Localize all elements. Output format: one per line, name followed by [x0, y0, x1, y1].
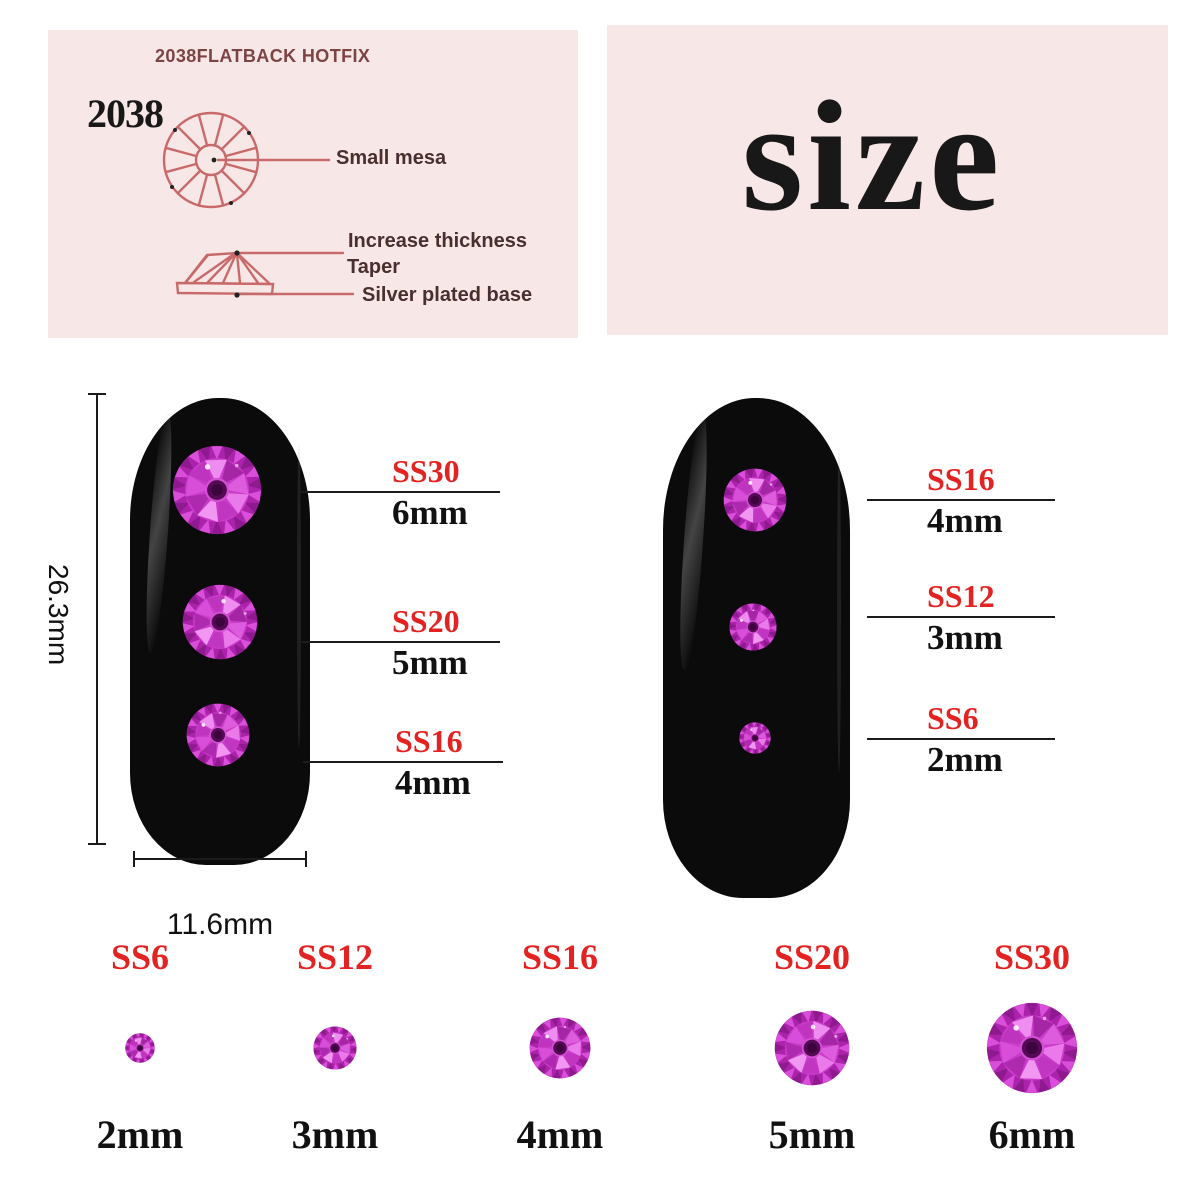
- model-code: 2038: [87, 91, 164, 136]
- rhinestone-sample-ss30: [986, 1002, 1078, 1094]
- size-chart-mm-label: 2mm: [96, 1112, 184, 1157]
- size-chart-ss-label: SS30: [993, 937, 1071, 977]
- callout-ss-label: SS30: [392, 453, 460, 489]
- size-chart-mm-label: 4mm: [516, 1112, 604, 1157]
- callout-ss12: SS12 3mm: [855, 580, 1055, 655]
- callout-ss30: SS30 6mm: [300, 455, 500, 530]
- size-chart-item-ss30: SS30 6mm: [942, 935, 1122, 1175]
- callout-ss-label: SS6: [927, 700, 979, 736]
- callout-ss-label: SS16: [395, 723, 463, 759]
- rhinestone-sample-ss12: [313, 1026, 357, 1070]
- callout-ss6: SS6 2mm: [855, 702, 1055, 777]
- rhinestone-ss12: [729, 603, 777, 651]
- size-chart-item-ss12: SS12 3mm: [245, 935, 425, 1175]
- size-chart-ss-label: SS12: [296, 937, 374, 977]
- size-chart-mm-label: 6mm: [988, 1112, 1076, 1157]
- size-panel: size: [607, 25, 1168, 335]
- callout-mm-label: 6mm: [392, 493, 468, 532]
- callout-line: [300, 641, 500, 643]
- size-chart-ss-label: SS6: [110, 937, 170, 977]
- panel-title: 2038FLATBACK HOTFIX: [155, 46, 371, 66]
- size-chart-ss-label: SS16: [521, 937, 599, 977]
- callout-mm-label: 3mm: [927, 618, 1003, 657]
- rhinestone-sample-ss20: [774, 1010, 850, 1086]
- size-chart-ss-label: SS20: [773, 937, 851, 977]
- size-heading: size: [741, 69, 1004, 244]
- width-dimension-value: 11.6mm: [166, 908, 274, 941]
- size-chart-mm-label: 5mm: [768, 1112, 856, 1157]
- rhinestone-ss16: [723, 468, 787, 532]
- size-chart-item-ss16: SS16 4mm: [470, 935, 650, 1175]
- callout-line: [300, 491, 500, 493]
- label-taper: Taper: [347, 256, 400, 278]
- callout-ss-label: SS16: [927, 461, 995, 497]
- rhinestone-ss30: [172, 445, 262, 535]
- callout-line: [867, 499, 1055, 501]
- width-dimension-line: [133, 851, 307, 867]
- height-dimension-line: [88, 393, 106, 845]
- callout-line: [303, 761, 503, 763]
- callout-ss-label: SS20: [392, 603, 460, 639]
- crystal-diagram: [162, 111, 355, 298]
- rhinestone-sample-ss6: [125, 1033, 155, 1063]
- spec-diagram-panel: 2038FLATBACK HOTFIX 2038: [48, 30, 578, 338]
- height-dimension-value: 26.3mm: [43, 564, 74, 666]
- callout-line: [867, 738, 1055, 740]
- callout-mm-label: 5mm: [392, 643, 468, 682]
- callout-mm-label: 4mm: [395, 763, 471, 802]
- callout-mm-label: 4mm: [927, 501, 1003, 540]
- rhinestone-ss6: [739, 722, 771, 754]
- label-increase-thickness: Increase thickness: [348, 230, 527, 252]
- label-small-mesa: Small mesa: [336, 147, 447, 169]
- rhinestone-sample-ss16: [529, 1017, 591, 1079]
- rhinestone-ss20: [182, 584, 258, 660]
- callout-ss16: SS16 4mm: [855, 463, 1055, 538]
- callout-line: [867, 616, 1055, 618]
- callout-ss20: SS20 5mm: [300, 605, 500, 680]
- size-chart-mm-label: 3mm: [291, 1112, 379, 1157]
- rhinestone-ss16: [186, 703, 250, 767]
- callout-ss16: SS16 4mm: [303, 725, 503, 800]
- label-silver-plated-base: Silver plated base: [362, 284, 533, 306]
- callout-mm-label: 2mm: [927, 740, 1003, 779]
- callout-ss-label: SS12: [927, 578, 995, 614]
- size-chart-item-ss6: SS6 2mm: [50, 935, 230, 1175]
- size-chart-item-ss20: SS20 5mm: [722, 935, 902, 1175]
